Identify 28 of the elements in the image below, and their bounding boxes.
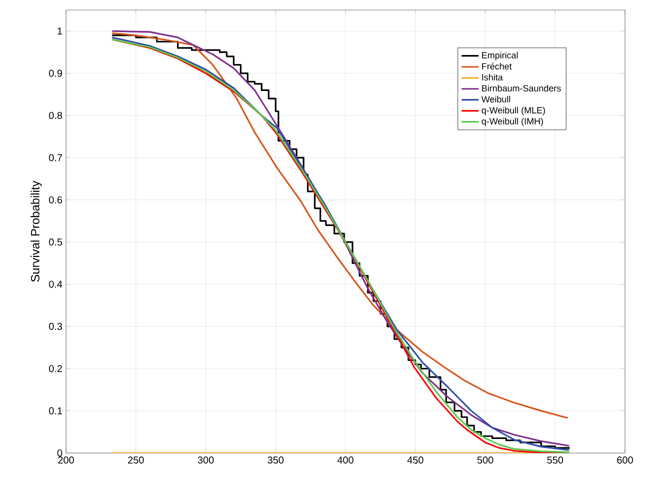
y-tick-label: 0.8 [49, 112, 62, 119]
y-tick-label: 0.5 [49, 238, 62, 246]
legend-label: Ishita [482, 74, 503, 80]
legend-label: Fréchet [482, 62, 512, 70]
legend-label: q-Weibull (IMH) [482, 118, 543, 126]
y-tick-label: 0.7 [49, 154, 62, 162]
y-tick-label: 0.4 [49, 280, 62, 288]
x-tick-label: 350 [268, 456, 284, 464]
x-tick-label: 450 [407, 456, 424, 464]
y-tick-label: 0.2 [49, 365, 62, 372]
y-tick-label: 0.3 [49, 322, 62, 330]
y-axis-title: Survival Probability [30, 180, 42, 282]
x-tick-label: 600 [617, 456, 633, 464]
x-tick-label: 500 [477, 456, 494, 464]
legend-label: Empirical [482, 52, 518, 60]
legend-label: Birnbaum-Saunders [482, 84, 561, 92]
legend-label: Weibull [481, 96, 510, 102]
y-tick-label: 0.1 [49, 407, 62, 414]
legend-label: q-Weibull (MLE) [482, 106, 545, 116]
y-tick-label: 0.9 [49, 70, 62, 77]
x-tick-label: 550 [547, 456, 564, 464]
x-tick-label: 300 [198, 456, 214, 464]
y-tick-label: 0.6 [49, 196, 62, 204]
x-tick-label: 400 [337, 456, 354, 464]
x-tick-label: 200 [58, 456, 74, 464]
y-tick-label: 0 [57, 449, 62, 457]
x-tick-label: 250 [128, 456, 144, 464]
y-tick-label: 1 [58, 28, 62, 35]
